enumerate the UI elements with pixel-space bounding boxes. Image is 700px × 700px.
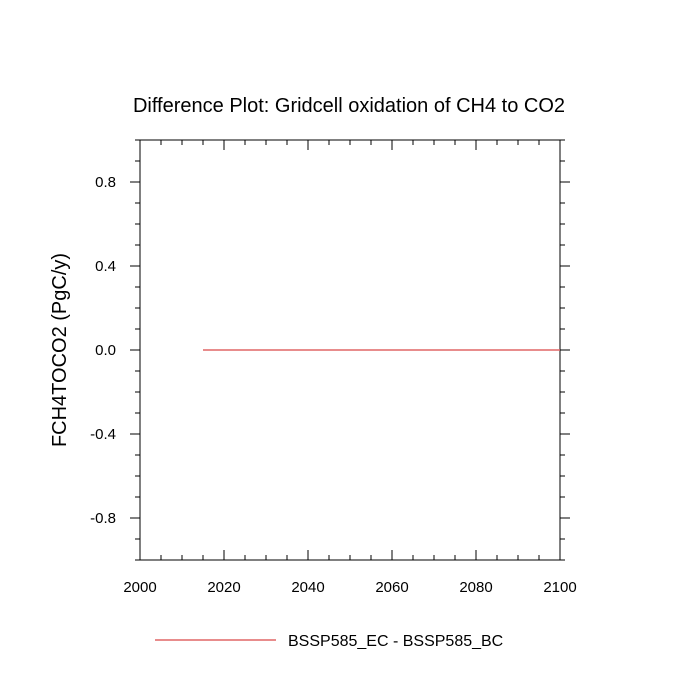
x-tick-label: 2100 (543, 579, 576, 596)
chart-title: Difference Plot: Gridcell oxidation of C… (133, 95, 565, 117)
legend: BSSP585_EC - BSSP585_BC (155, 633, 503, 650)
legend-label: BSSP585_EC - BSSP585_BC (288, 633, 503, 650)
y-tick-label: 0.8 (95, 174, 116, 191)
x-tick-label: 2080 (459, 579, 492, 596)
x-tick-label: 2020 (207, 579, 240, 596)
x-tick-label: 2000 (123, 579, 156, 596)
y-tick-label: -0.4 (90, 426, 116, 443)
axis-tick-labels: 2000 2020 2040 2060 2080 2100 -0.8 -0.4 0.0 0.4 0.… (90, 174, 577, 596)
y-tick-label: 0.4 (95, 258, 116, 275)
y-axis-label: FCH4TOCO2 (PgC/y) (49, 253, 71, 447)
x-tick-label: 2060 (375, 579, 408, 596)
y-tick-label: -0.8 (90, 510, 116, 527)
axis-ticks (130, 139, 570, 561)
x-tick-label: 2040 (291, 579, 324, 596)
y-tick-label: 0.0 (95, 342, 116, 359)
